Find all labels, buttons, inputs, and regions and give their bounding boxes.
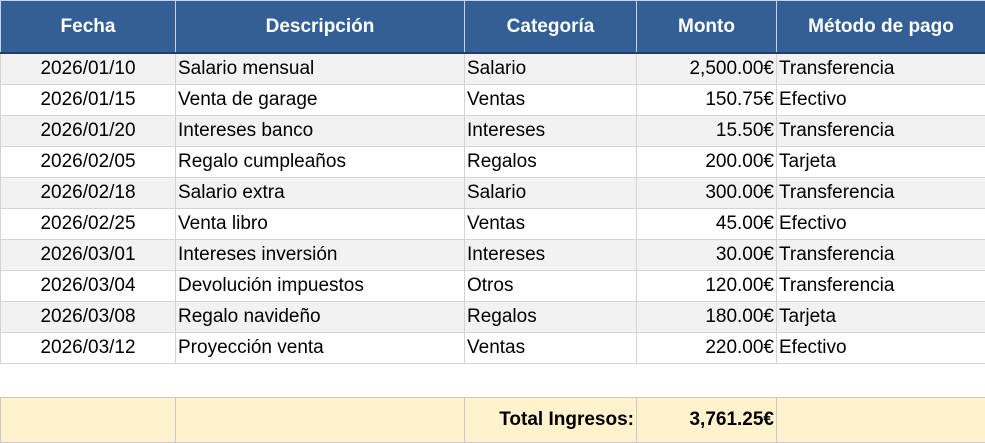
- cell-date[interactable]: 2026/02/25: [0, 208, 176, 240]
- cell-amount[interactable]: 300.00€: [636, 177, 777, 209]
- cell-payment-method[interactable]: Tarjeta: [776, 301, 985, 333]
- cell-payment-method[interactable]: Transferencia: [776, 115, 985, 147]
- cell-description[interactable]: Regalo navideño: [175, 301, 465, 333]
- cell-category[interactable]: Regalos: [464, 146, 637, 178]
- cell-date[interactable]: 2026/03/12: [0, 332, 176, 364]
- cell-amount[interactable]: 30.00€: [636, 239, 777, 271]
- table-row: 2026/03/08 Regalo navideño Regalos 180.0…: [0, 301, 985, 333]
- cell-description[interactable]: Proyección venta: [175, 332, 465, 364]
- cell-category[interactable]: Regalos: [464, 301, 637, 333]
- cell-description[interactable]: Intereses inversión: [175, 239, 465, 271]
- table-row: 2026/01/20 Intereses banco Intereses 15.…: [0, 115, 985, 147]
- cell-payment-method[interactable]: Transferencia: [776, 177, 985, 209]
- cell-category[interactable]: Salario: [464, 177, 637, 209]
- cell-description[interactable]: Intereses banco: [175, 115, 465, 147]
- total-empty-cell[interactable]: [0, 397, 176, 443]
- cell-date[interactable]: 2026/03/01: [0, 239, 176, 271]
- cell-category[interactable]: Intereses: [464, 115, 637, 147]
- cell-payment-method[interactable]: Efectivo: [776, 84, 985, 116]
- cell-category[interactable]: Ventas: [464, 84, 637, 116]
- total-empty-cell[interactable]: [175, 397, 465, 443]
- cell-category[interactable]: Salario: [464, 52, 637, 85]
- cell-description[interactable]: Salario mensual: [175, 52, 465, 85]
- cell-category[interactable]: Ventas: [464, 208, 637, 240]
- cell-payment-method[interactable]: Transferencia: [776, 270, 985, 302]
- header-row: Fecha Descripción Categoría Monto Método…: [0, 0, 985, 54]
- table-row: 2026/03/12 Proyección venta Ventas 220.0…: [0, 332, 985, 364]
- cell-payment-method[interactable]: Transferencia: [776, 52, 985, 85]
- total-row-table: Total Ingresos: 3,761.25€: [0, 397, 985, 443]
- cell-description[interactable]: Regalo cumpleaños: [175, 146, 465, 178]
- cell-description[interactable]: Venta libro: [175, 208, 465, 240]
- cell-description[interactable]: Devolución impuestos: [175, 270, 465, 302]
- table-row: 2026/03/04 Devolución impuestos Otros 12…: [0, 270, 985, 302]
- cell-category[interactable]: Intereses: [464, 239, 637, 271]
- cell-amount[interactable]: 200.00€: [636, 146, 777, 178]
- table-row: 2026/03/01 Intereses inversión Intereses…: [0, 239, 985, 271]
- cell-date[interactable]: 2026/03/04: [0, 270, 176, 302]
- cell-category[interactable]: Ventas: [464, 332, 637, 364]
- cell-amount[interactable]: 45.00€: [636, 208, 777, 240]
- cell-amount[interactable]: 150.75€: [636, 84, 777, 116]
- header-fecha[interactable]: Fecha: [0, 0, 176, 54]
- header-descripcion[interactable]: Descripción: [175, 0, 465, 54]
- cell-date[interactable]: 2026/01/15: [0, 84, 176, 116]
- table-row: 2026/02/25 Venta libro Ventas 45.00€ Efe…: [0, 208, 985, 240]
- total-value[interactable]: 3,761.25€: [636, 397, 777, 443]
- total-empty-cell[interactable]: [776, 397, 985, 443]
- cell-payment-method[interactable]: Tarjeta: [776, 146, 985, 178]
- table-row: 2026/02/18 Salario extra Salario 300.00€…: [0, 177, 985, 209]
- cell-date[interactable]: 2026/01/20: [0, 115, 176, 147]
- cell-payment-method[interactable]: Transferencia: [776, 239, 985, 271]
- table-row: 2026/02/05 Regalo cumpleaños Regalos 200…: [0, 146, 985, 178]
- header-monto[interactable]: Monto: [636, 0, 777, 54]
- cell-description[interactable]: Salario extra: [175, 177, 465, 209]
- header-categoria[interactable]: Categoría: [464, 0, 637, 54]
- cell-payment-method[interactable]: Efectivo: [776, 208, 985, 240]
- cell-date[interactable]: 2026/02/05: [0, 146, 176, 178]
- income-table: Fecha Descripción Categoría Monto Método…: [0, 0, 985, 364]
- header-metodo-pago[interactable]: Método de pago: [776, 0, 985, 54]
- cell-payment-method[interactable]: Efectivo: [776, 332, 985, 364]
- total-row: Total Ingresos: 3,761.25€: [0, 397, 985, 443]
- cell-amount[interactable]: 180.00€: [636, 301, 777, 333]
- cell-date[interactable]: 2026/01/10: [0, 52, 176, 85]
- cell-category[interactable]: Otros: [464, 270, 637, 302]
- total-label[interactable]: Total Ingresos:: [464, 397, 637, 443]
- cell-amount[interactable]: 2,500.00€: [636, 52, 777, 85]
- cell-date[interactable]: 2026/02/18: [0, 177, 176, 209]
- table-row: 2026/01/15 Venta de garage Ventas 150.75…: [0, 84, 985, 116]
- cell-amount[interactable]: 220.00€: [636, 332, 777, 364]
- cell-amount[interactable]: 15.50€: [636, 115, 777, 147]
- cell-amount[interactable]: 120.00€: [636, 270, 777, 302]
- cell-description[interactable]: Venta de garage: [175, 84, 465, 116]
- cell-date[interactable]: 2026/03/08: [0, 301, 176, 333]
- table-row: 2026/01/10 Salario mensual Salario 2,500…: [0, 52, 985, 85]
